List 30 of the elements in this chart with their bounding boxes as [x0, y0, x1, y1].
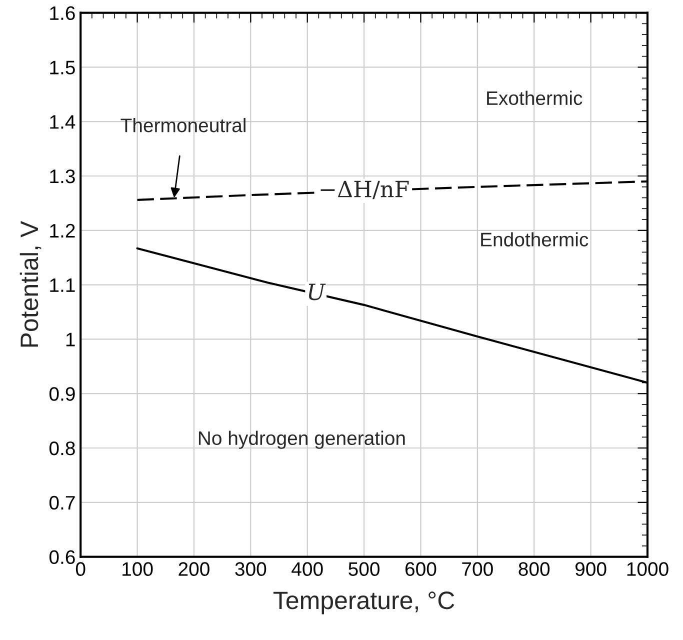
x-axis-title: Temperature, °C — [273, 592, 454, 614]
x-tick-label: 700 — [462, 562, 493, 576]
x-tick-label: 0 — [76, 562, 86, 576]
x-tick-label: 1000 — [627, 562, 668, 576]
x-tick-label: 400 — [292, 562, 323, 576]
y-axis-title: Potential, V — [20, 220, 42, 347]
y-tick-label: 1.4 — [50, 115, 76, 129]
series-label: U — [308, 284, 326, 300]
x-tick-label: 900 — [575, 562, 606, 576]
x-tick-label: 100 — [122, 562, 153, 576]
x-tick-label: 300 — [235, 562, 266, 576]
annotation: Thermoneutral — [120, 118, 246, 132]
series-label: −ΔH/nF — [320, 180, 409, 200]
y-tick-label: 0.8 — [49, 441, 75, 456]
annotation: Exothermic — [487, 90, 582, 106]
x-tick-label: 800 — [518, 562, 550, 576]
y-tick-label: 1.3 — [50, 169, 75, 184]
y-tick-label: 0.7 — [49, 496, 75, 510]
y-tick-label: 1.1 — [50, 278, 75, 292]
annotation: No hydrogen generation — [198, 430, 405, 449]
y-tick-label: 0.6 — [49, 550, 75, 564]
x-tick-label: 600 — [405, 562, 436, 576]
x-tick-label: 200 — [178, 562, 210, 576]
annotation: Endothermic — [481, 232, 588, 246]
y-tick-label: 1.5 — [50, 60, 75, 74]
x-tick-label: 500 — [348, 562, 380, 576]
y-tick-label: 1.6 — [50, 6, 75, 20]
y-tick-label: 1 — [66, 332, 75, 346]
y-tick-label: 0.9 — [49, 387, 75, 401]
y-tick-label: 1.2 — [50, 224, 75, 238]
